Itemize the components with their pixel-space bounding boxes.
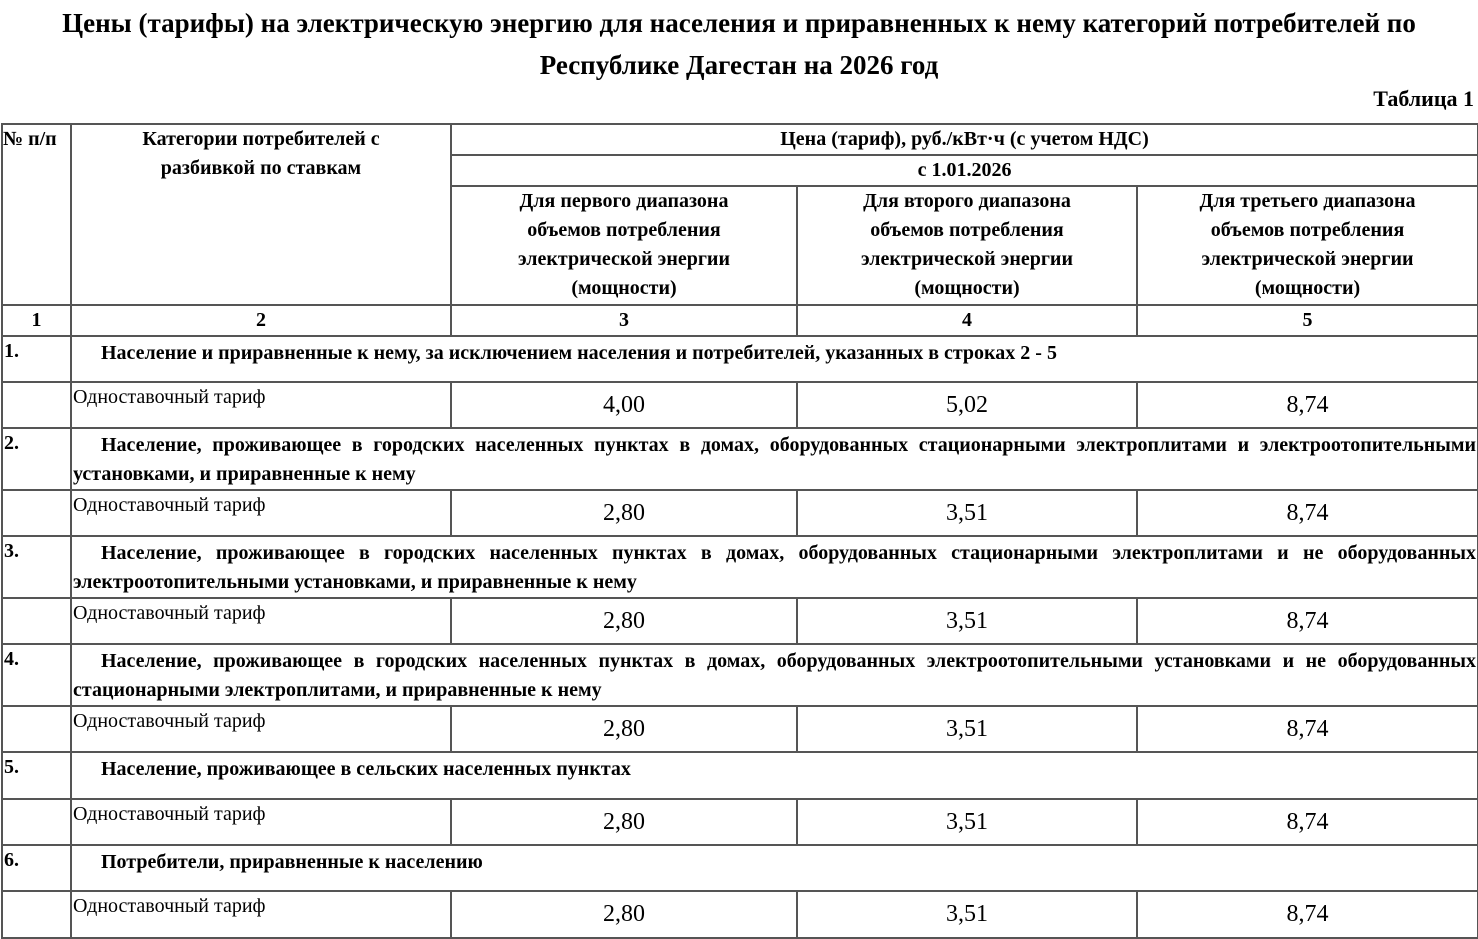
header-num: № п/п bbox=[1, 123, 72, 306]
tariff-table: № п/п Категории потребителей с разбивкой… bbox=[1, 123, 1478, 939]
tariff-value-range3: 8,74 bbox=[1135, 798, 1478, 846]
section-row: 6. Потребители, приравненные к населению bbox=[1, 844, 1478, 892]
tariff-value-range2: 3,51 bbox=[796, 597, 1138, 645]
tariff-value-range2: 5,02 bbox=[796, 381, 1138, 429]
section-title: Потребители, приравненные к населению bbox=[69, 844, 1478, 892]
tariff-value-range3: 8,74 bbox=[1135, 381, 1478, 429]
empty-cell bbox=[1, 705, 72, 753]
header-range1: Для первого диапазона объемов потреблени… bbox=[450, 185, 798, 306]
tariff-label: Одноставочный тариф bbox=[70, 705, 452, 753]
header-price: Цена (тариф), руб./кВт·ч (с учетом НДС) bbox=[449, 123, 1478, 156]
table-label: Таблица 1 bbox=[1373, 86, 1474, 111]
section-number: 1. bbox=[1, 335, 72, 383]
header-range3: Для третьего диапазона объемов потреблен… bbox=[1135, 185, 1478, 306]
col-number: 1 bbox=[1, 304, 72, 337]
tariff-row: Одноставочный тариф 2,80 3,51 8,74 bbox=[1, 798, 1478, 846]
empty-cell bbox=[1, 890, 72, 939]
tariff-row: Одноставочный тариф 2,80 3,51 8,74 bbox=[1, 890, 1478, 939]
section-title: Население, проживающее в городских насел… bbox=[69, 535, 1478, 599]
col-number: 2 bbox=[70, 304, 452, 337]
tariff-row: Одноставочный тариф 2,80 3,51 8,74 bbox=[1, 489, 1478, 537]
col-number: 4 bbox=[796, 304, 1138, 337]
tariff-value-range2: 3,51 bbox=[796, 705, 1138, 753]
header-category: Категории потребителей с разбивкой по ст… bbox=[70, 123, 452, 306]
section-number: 6. bbox=[1, 844, 72, 892]
tariff-row: Одноставочный тариф 2,80 3,51 8,74 bbox=[1, 705, 1478, 753]
document-title: Цены (тарифы) на электрическую энергию д… bbox=[62, 8, 1416, 80]
section-row: 1. Население и приравненные к нему, за ис… bbox=[1, 335, 1478, 383]
tariff-value-range3: 8,74 bbox=[1135, 489, 1478, 537]
tariff-row: Одноставочный тариф 2,80 3,51 8,74 bbox=[1, 597, 1478, 645]
col-number: 3 bbox=[450, 304, 798, 337]
empty-cell bbox=[1, 489, 72, 537]
section-number: 3. bbox=[1, 535, 72, 599]
tariff-value-range3: 8,74 bbox=[1135, 705, 1478, 753]
tariff-label: Одноставочный тариф bbox=[70, 798, 452, 846]
tariff-label: Одноставочный тариф bbox=[70, 489, 452, 537]
tariff-value-range2: 3,51 bbox=[796, 890, 1138, 939]
tariff-value-range1: 2,80 bbox=[450, 798, 798, 846]
tariff-label: Одноставочный тариф bbox=[70, 381, 452, 429]
section-title: Население, проживающее в городских насел… bbox=[69, 427, 1478, 491]
section-number: 5. bbox=[1, 751, 72, 800]
section-title: Население, проживающее в городских насел… bbox=[69, 643, 1478, 707]
tariff-value-range3: 8,74 bbox=[1135, 597, 1478, 645]
empty-cell bbox=[1, 381, 72, 429]
tariff-value-range3: 8,74 bbox=[1135, 890, 1478, 939]
tariff-value-range1: 4,00 bbox=[450, 381, 798, 429]
tariff-label: Одноставочный тариф bbox=[70, 890, 452, 939]
tariff-row: Одноставочный тариф 4,00 5,02 8,74 bbox=[1, 381, 1478, 429]
header-date: с 1.01.2026 bbox=[449, 154, 1478, 187]
tariff-value-range2: 3,51 bbox=[796, 798, 1138, 846]
empty-cell bbox=[1, 597, 72, 645]
tariff-value-range2: 3,51 bbox=[796, 489, 1138, 537]
section-row: 4. Население, проживающее в городских нас… bbox=[1, 643, 1478, 707]
header-range2: Для второго диапазона объемов потреблени… bbox=[796, 185, 1138, 306]
section-row: 3. Население, проживающее в городских нас… bbox=[1, 535, 1478, 599]
tariff-value-range1: 2,80 bbox=[450, 489, 798, 537]
tariff-value-range1: 2,80 bbox=[450, 705, 798, 753]
section-title: Население, проживающее в сельских населе… bbox=[69, 751, 1478, 800]
col-number: 5 bbox=[1135, 304, 1478, 337]
section-row: 2. Население, проживающее в городских нас… bbox=[1, 427, 1478, 491]
tariff-label: Одноставочный тариф bbox=[70, 597, 452, 645]
section-row: 5. Население, проживающее в сельских насе… bbox=[1, 751, 1478, 800]
section-number: 2. bbox=[1, 427, 72, 491]
empty-cell bbox=[1, 798, 72, 846]
section-title: Население и приравненные к нему, за искл… bbox=[69, 335, 1478, 383]
section-number: 4. bbox=[1, 643, 72, 707]
tariff-value-range1: 2,80 bbox=[450, 890, 798, 939]
tariff-value-range1: 2,80 bbox=[450, 597, 798, 645]
